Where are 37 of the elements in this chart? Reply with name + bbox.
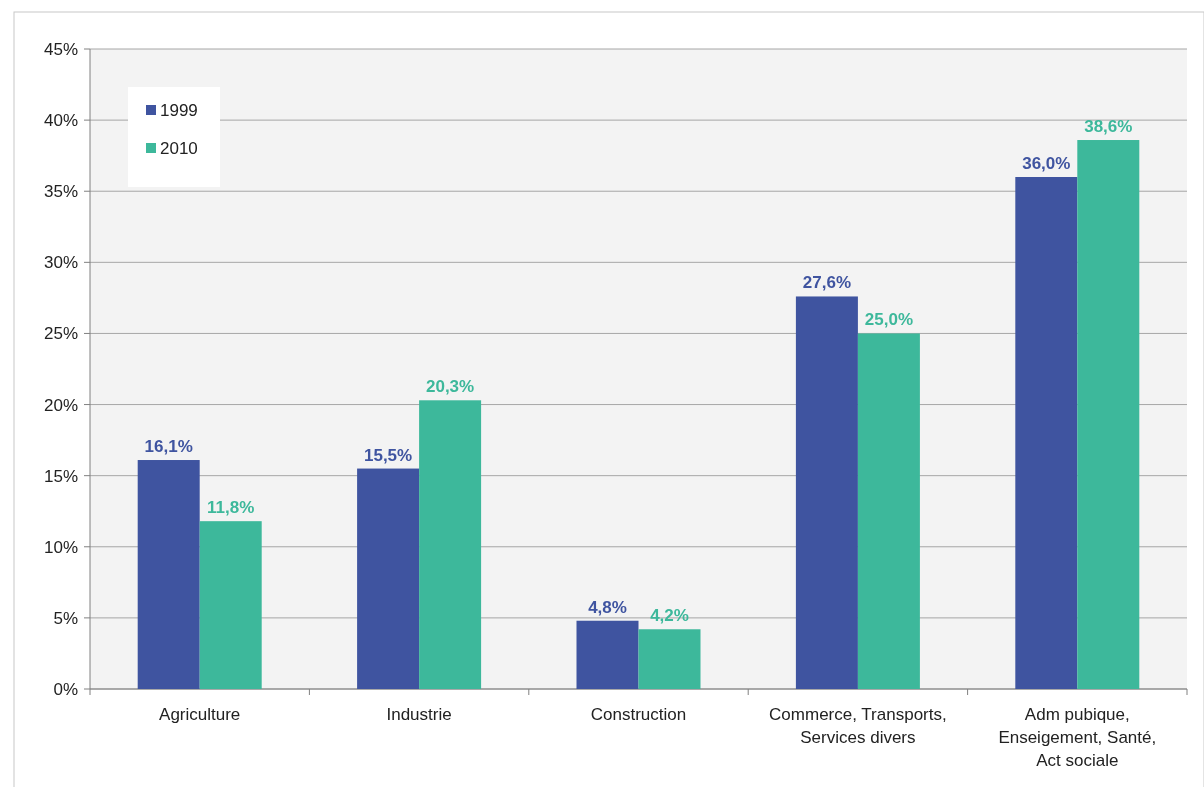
y-tick-label: 45%: [43, 39, 78, 59]
y-tick-label: 0%: [53, 679, 78, 699]
data-label: 4,8%: [588, 597, 627, 617]
data-label: 15,5%: [364, 445, 413, 465]
bar: [1077, 140, 1140, 689]
bar: [857, 333, 920, 689]
y-tick-label: 30%: [43, 253, 78, 273]
x-tick-label: Construction: [590, 705, 687, 724]
x-tick-label: Agriculture: [159, 705, 241, 724]
data-label: 4,2%: [650, 606, 689, 626]
x-tick-label: Commerce, Transports, Services divers: [769, 705, 947, 747]
bar: [576, 620, 639, 689]
y-tick-label: 40%: [43, 111, 78, 131]
data-label: 20,3%: [426, 377, 475, 397]
y-tick-label: 35%: [43, 182, 78, 202]
x-tick-label: Adm pubique, Enseigement, Santé, Act sociale: [998, 705, 1157, 770]
data-label: 36,0%: [1022, 154, 1071, 173]
bar: [795, 296, 858, 689]
bar: [1015, 177, 1078, 689]
data-label: 25,0%: [864, 310, 913, 330]
data-label: 16,1%: [144, 437, 193, 457]
x-tick-label: Industrie: [386, 705, 452, 724]
bar: [638, 629, 701, 689]
y-tick-label: 25%: [43, 324, 78, 344]
y-tick-label: 5%: [53, 608, 78, 628]
bar: [357, 468, 420, 689]
y-tick-label: 10%: [43, 537, 78, 557]
y-tick-label: 20%: [43, 395, 78, 415]
y-tick-label: 15%: [43, 466, 78, 486]
bar: [199, 521, 262, 689]
data-label: 27,6%: [802, 273, 851, 293]
legend-label: 1999: [160, 100, 198, 120]
bar: [419, 400, 482, 689]
data-label: 11,8%: [207, 498, 255, 518]
data-label: 38,6%: [1084, 117, 1133, 137]
bar: [137, 460, 200, 689]
legend-label: 2010: [160, 138, 198, 158]
